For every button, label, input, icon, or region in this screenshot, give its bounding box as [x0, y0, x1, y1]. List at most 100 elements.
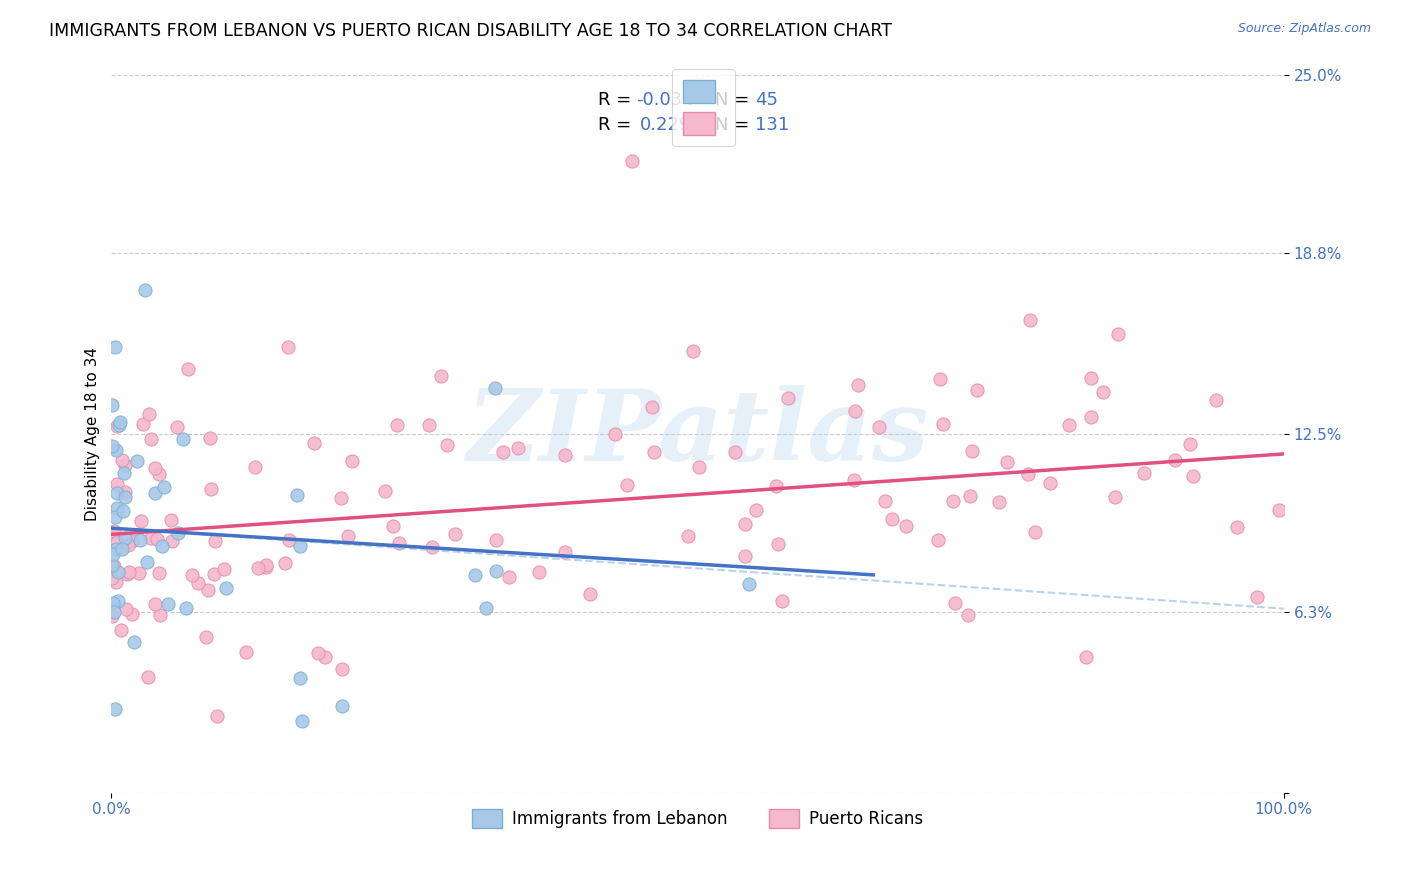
Point [724, 445, 747, 459]
Point [152, 539, 174, 553]
Point [1267, 503, 1289, 517]
Point [418, 418, 440, 433]
Point [492, 445, 515, 459]
Point [204, 533, 226, 548]
Point [288, 539, 311, 553]
Point [101, 609, 124, 624]
Point [103, 524, 125, 538]
Point [1133, 467, 1156, 481]
Point [896, 519, 918, 533]
Point [235, 645, 257, 659]
Point [115, 567, 138, 582]
Point [616, 478, 638, 492]
Point [172, 432, 194, 446]
Point [105, 534, 128, 549]
Point [166, 420, 188, 434]
Text: N =: N = [716, 116, 749, 134]
Point [603, 427, 626, 442]
Point [765, 479, 787, 493]
Point [464, 568, 486, 582]
Point [103, 525, 125, 540]
Point [111, 453, 134, 467]
Text: 0.229: 0.229 [640, 116, 692, 134]
Point [104, 541, 127, 556]
Point [143, 461, 166, 475]
Point [214, 562, 236, 576]
Point [745, 503, 768, 517]
Point [134, 283, 156, 297]
Point [101, 398, 124, 412]
Point [101, 558, 124, 572]
Point [108, 417, 131, 432]
Point [554, 448, 576, 462]
Point [197, 583, 219, 598]
Point [247, 560, 270, 574]
Point [136, 670, 159, 684]
Point [200, 482, 222, 496]
Point [122, 634, 145, 648]
Point [128, 566, 150, 581]
Point [103, 547, 125, 561]
Point [114, 490, 136, 504]
Point [105, 442, 128, 457]
Point [945, 596, 967, 610]
Point [103, 596, 125, 610]
Point [148, 467, 170, 481]
Point [156, 597, 179, 611]
Point [880, 512, 903, 526]
Point [121, 534, 143, 549]
Point [498, 569, 520, 583]
Point [105, 477, 128, 491]
Point [135, 556, 157, 570]
Point [111, 541, 134, 556]
Point [138, 408, 160, 422]
Point [129, 533, 152, 548]
Point [734, 516, 756, 531]
Point [768, 537, 790, 551]
Point [167, 526, 190, 541]
Point [111, 504, 134, 518]
Point [1017, 467, 1039, 482]
Point [104, 509, 127, 524]
Point [329, 491, 352, 505]
Point [1164, 453, 1187, 467]
Point [436, 438, 458, 452]
Point [962, 444, 984, 458]
Point [160, 513, 183, 527]
Point [104, 340, 127, 354]
Point [103, 559, 125, 574]
Point [734, 549, 756, 563]
Point [254, 558, 277, 572]
Point [143, 597, 166, 611]
Point [1226, 520, 1249, 534]
Point [641, 400, 664, 414]
Point [108, 415, 131, 429]
Point [115, 601, 138, 615]
Point [873, 494, 896, 508]
Point [114, 485, 136, 500]
Point [131, 417, 153, 431]
Point [107, 594, 129, 608]
Point [579, 587, 602, 601]
Point [114, 531, 136, 545]
Point [194, 630, 217, 644]
Point [682, 343, 704, 358]
Point [143, 486, 166, 500]
Point [942, 494, 965, 508]
Point [1024, 524, 1046, 539]
Point [245, 459, 267, 474]
Point [988, 495, 1011, 509]
Point [337, 529, 360, 543]
Point [277, 340, 299, 354]
Point [118, 565, 141, 579]
Point [554, 544, 576, 558]
Point [868, 420, 890, 434]
Point [737, 576, 759, 591]
Point [508, 441, 530, 455]
Point [198, 431, 221, 445]
Point [966, 383, 988, 397]
Point [956, 607, 979, 622]
Point [285, 488, 308, 502]
Point [621, 153, 644, 168]
Point [114, 458, 136, 473]
